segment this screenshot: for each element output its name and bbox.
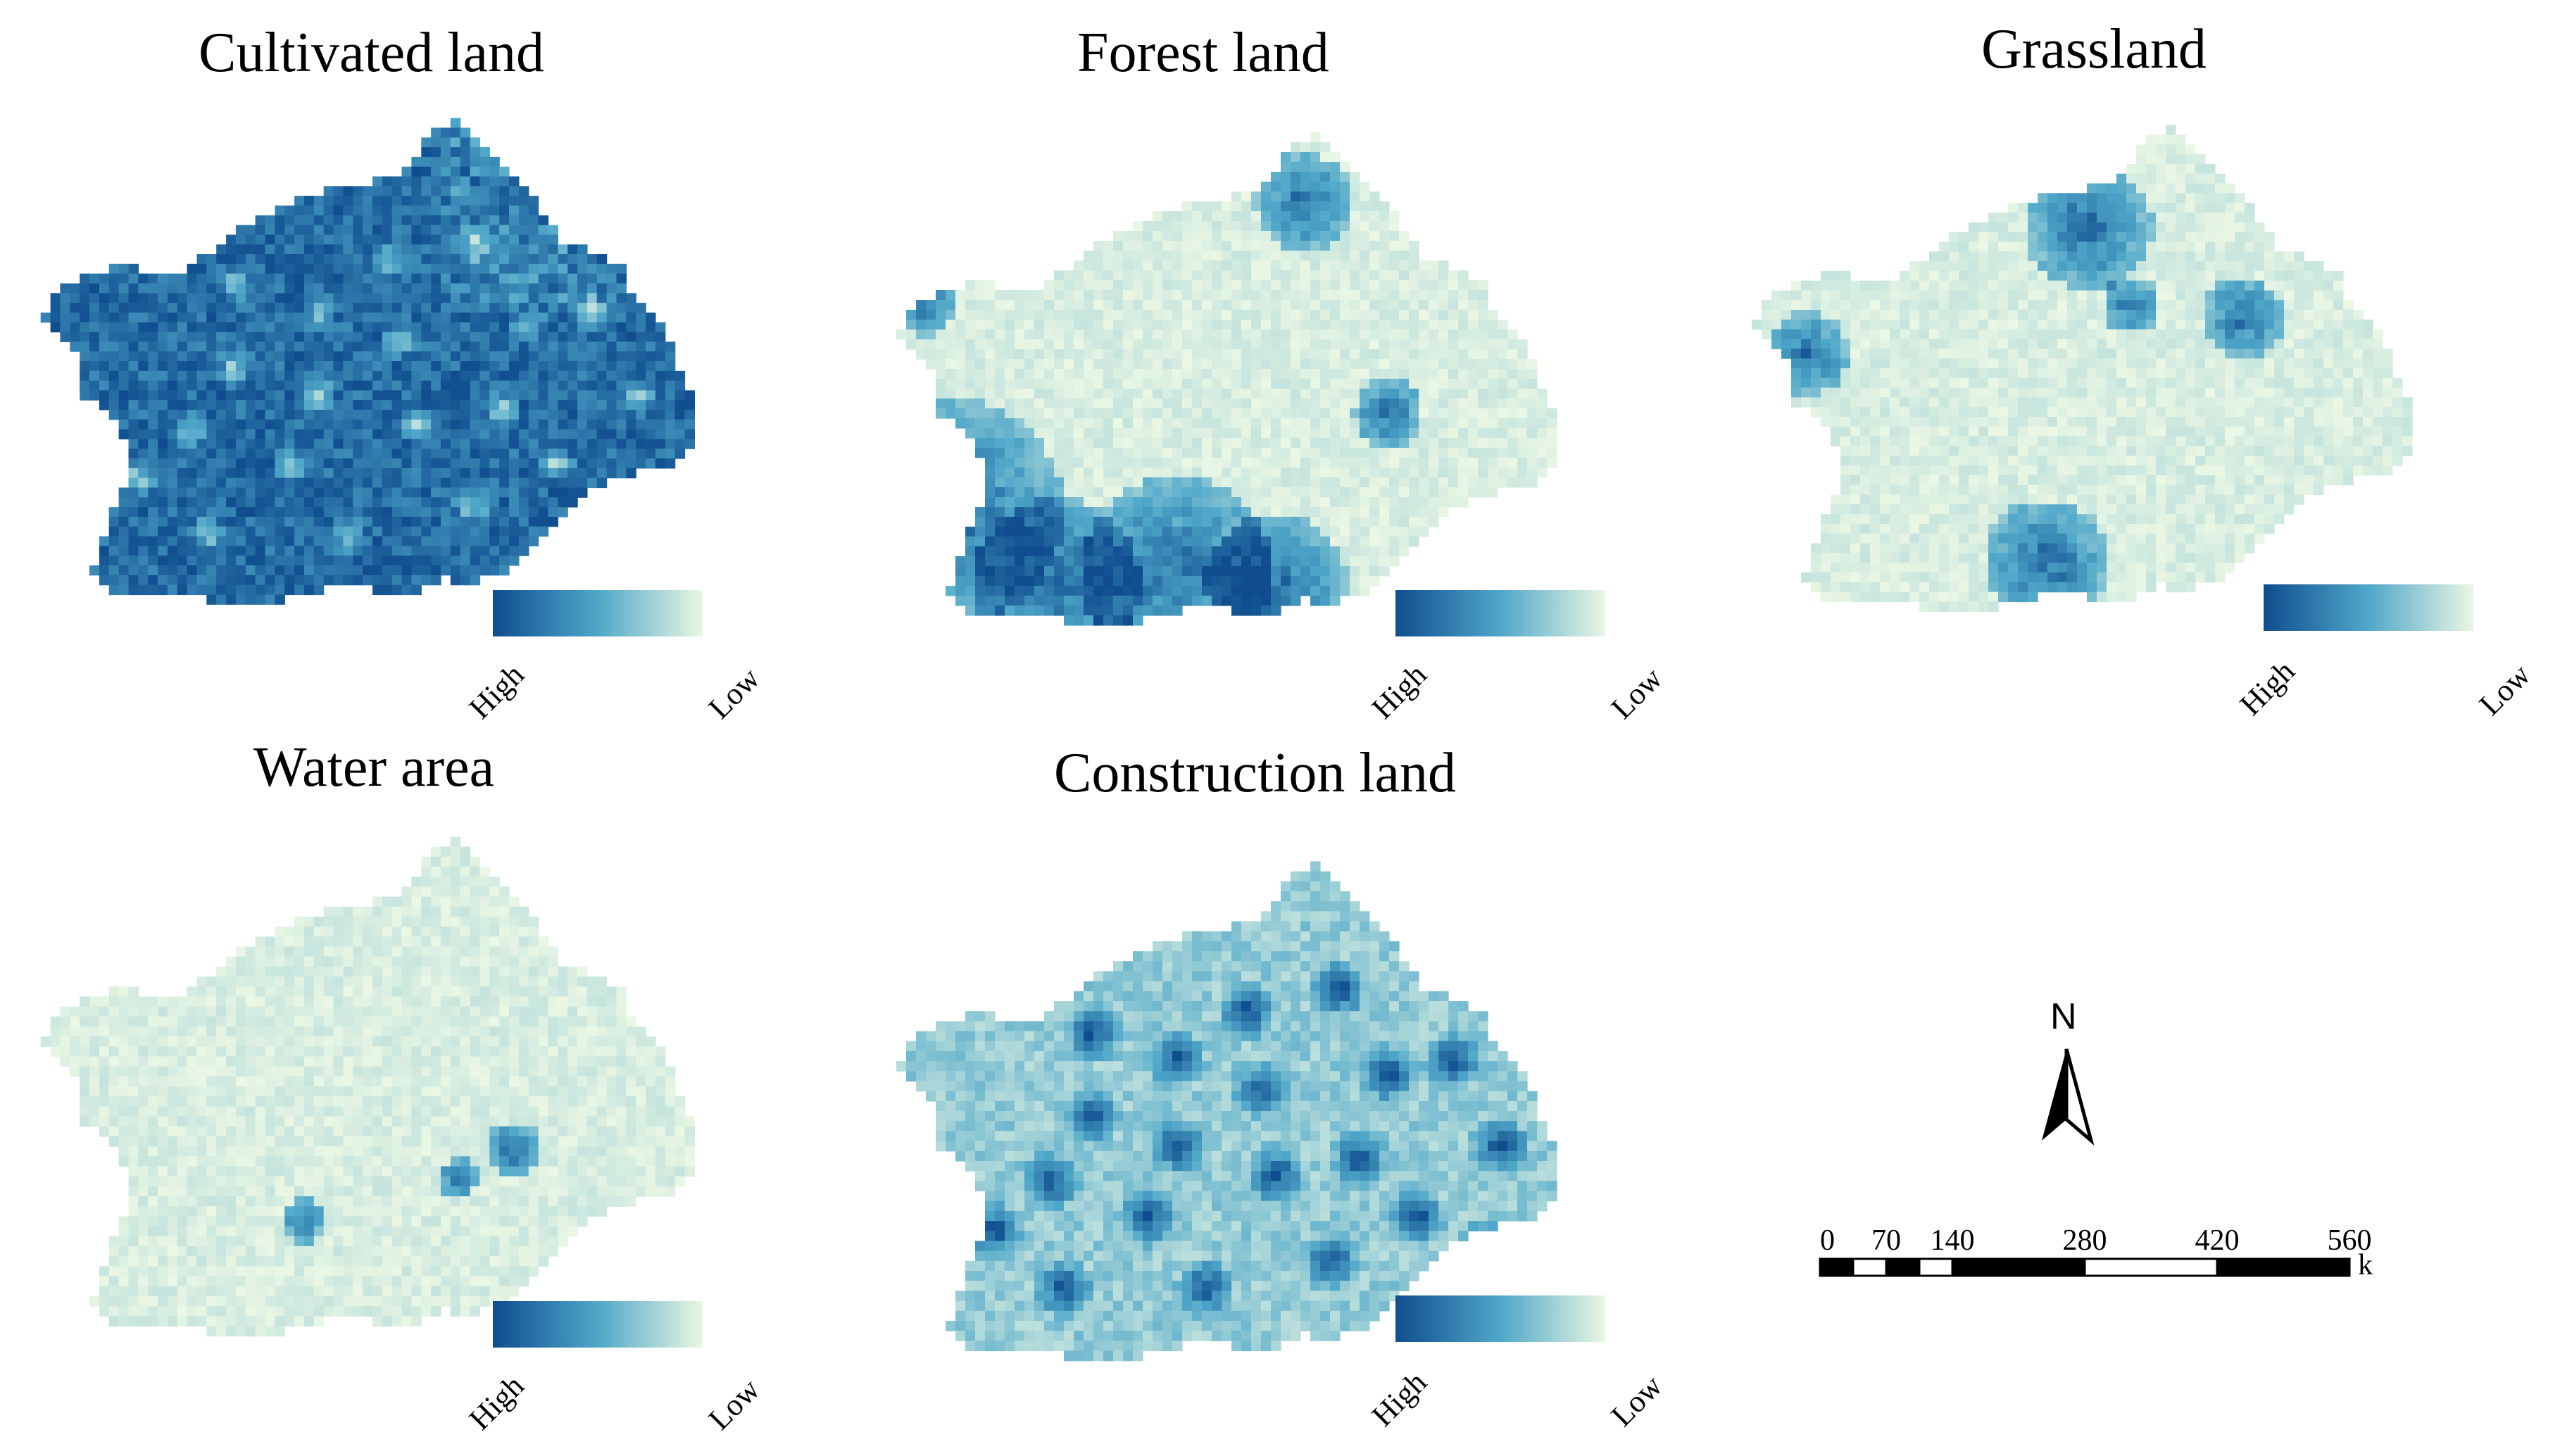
map-forest-land xyxy=(896,132,1557,626)
scale-tick-label: 420 xyxy=(2195,1224,2240,1257)
legend-high-label: High xyxy=(462,1368,531,1437)
legend-high-label: High xyxy=(2233,653,2302,722)
legend-color-bar xyxy=(493,590,703,636)
raster-cells xyxy=(1752,125,2413,612)
legend-color-bar xyxy=(493,1301,703,1348)
map-water-area xyxy=(40,836,695,1337)
scale-segment xyxy=(1819,1257,1855,1277)
legend-low-label: Low xyxy=(701,660,767,726)
legend-color-bar xyxy=(1395,1295,1605,1342)
panel-title: Construction land xyxy=(1054,742,1457,804)
raster-cells xyxy=(896,132,1557,626)
scale-tick-label: 280 xyxy=(2063,1224,2107,1257)
legend-high-label: High xyxy=(1364,657,1433,726)
legend-low-label: Low xyxy=(1604,660,1669,726)
scale-tick-label: 140 xyxy=(1931,1224,1975,1257)
map-grassland xyxy=(1752,125,2413,612)
panel-title: Forest land xyxy=(1077,22,1329,84)
scale-segment xyxy=(1918,1257,1954,1277)
scale-segment xyxy=(2083,1257,2219,1277)
raster-cells xyxy=(896,861,1557,1362)
legend-high-label: High xyxy=(462,657,531,726)
legend-low-label: Low xyxy=(1604,1368,1669,1433)
raster-cells xyxy=(40,836,695,1337)
panel-title: Cultivated land xyxy=(199,22,545,84)
north-arrow-icon xyxy=(2042,1048,2095,1146)
scale-tick-label: 70 xyxy=(1871,1224,1901,1257)
panel-title: Water area xyxy=(253,736,495,798)
legend-color-bar xyxy=(1395,590,1605,636)
scale-segment xyxy=(1885,1257,1921,1277)
map-cultivated-land xyxy=(40,118,695,605)
legend-low-label: Low xyxy=(2472,657,2537,722)
scale-unit-label: km xyxy=(2358,1249,2373,1281)
scale-segment xyxy=(1852,1257,1888,1277)
scale-bar: 0 70 140 280 420 560km xyxy=(1819,1224,2373,1281)
map-construction-land xyxy=(896,861,1557,1362)
panel-title: Grassland xyxy=(1981,18,2207,80)
raster-cells xyxy=(40,118,695,605)
scale-segment xyxy=(2216,1257,2351,1277)
scale-tick-label: 560 xyxy=(2328,1224,2372,1257)
scale-tick-label: 0 xyxy=(1820,1224,1835,1257)
scale-segment xyxy=(1951,1257,2086,1277)
legend-color-bar xyxy=(2264,584,2473,631)
legend-low-label: Low xyxy=(701,1372,767,1437)
north-label: N xyxy=(2050,996,2077,1037)
